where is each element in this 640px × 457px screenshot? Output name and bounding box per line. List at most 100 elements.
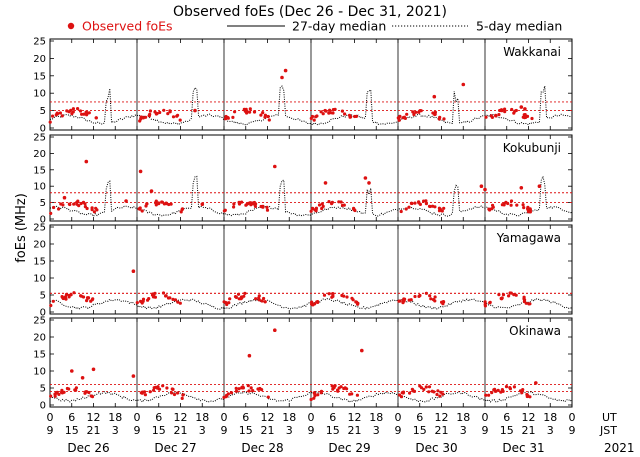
observed-foes-point xyxy=(266,114,270,119)
observed-foes-point xyxy=(240,200,244,204)
observed-foes-point xyxy=(154,199,158,203)
observed-foes-point xyxy=(176,391,180,395)
observed-foes-point xyxy=(83,391,87,395)
observed-foes-point xyxy=(144,204,148,208)
observed-foes-point xyxy=(62,195,67,200)
observed-foes-point xyxy=(178,301,182,305)
observed-foes-point xyxy=(530,116,534,121)
observed-foes-point xyxy=(224,301,228,305)
observed-foes-point xyxy=(138,207,142,211)
station-panels: 0 5 10 15 20 25 Wakkanai 0 5 10 15 20 25 Kokubunji 0 5 1… xyxy=(33,37,573,412)
observed-foes-point xyxy=(501,293,506,297)
observed-foes-point xyxy=(49,394,53,398)
observed-foes-point xyxy=(327,292,331,296)
observed-foes-point xyxy=(166,296,171,300)
x-tick-label-jst: 21 xyxy=(87,424,101,437)
observed-foes-point xyxy=(399,209,403,214)
observed-foes-point xyxy=(51,299,55,303)
observed-foes-point xyxy=(257,294,261,298)
legend-observed-label: Observed foEs xyxy=(82,19,173,34)
observed-foes-point xyxy=(504,385,509,389)
year-label: 2021 xyxy=(604,441,635,455)
observed-foes-point xyxy=(170,387,174,391)
y-tick-label: 20 xyxy=(33,149,46,160)
x-tick-label-jst: 9 xyxy=(134,424,141,437)
observed-foes-point xyxy=(440,209,444,213)
x-tick-label-ut: 0 xyxy=(395,411,402,424)
observed-foes-point xyxy=(176,300,180,304)
observed-foes-point xyxy=(429,297,433,301)
observed-foes-point xyxy=(320,202,324,206)
observed-foes-point xyxy=(503,107,507,111)
observed-foes-point xyxy=(315,300,319,304)
observed-foes-point xyxy=(49,303,53,308)
observed-foes-point xyxy=(222,209,226,213)
observed-points xyxy=(49,269,532,308)
x-tick-label-jst: 21 xyxy=(522,424,536,437)
observed-foes-point xyxy=(176,113,180,117)
observed-foes-point xyxy=(162,108,166,112)
observed-foes-point xyxy=(502,202,506,206)
observed-points xyxy=(48,68,534,124)
observed-foes-point xyxy=(85,206,89,211)
observed-foes-point xyxy=(233,110,237,114)
observed-foes-point xyxy=(263,300,267,304)
observed-foes-point xyxy=(521,115,525,119)
observed-foes-point xyxy=(143,393,147,397)
observed-foes-point xyxy=(309,209,313,213)
observed-foes-point xyxy=(180,396,184,400)
observed-foes-point xyxy=(418,293,422,298)
observed-foes-point xyxy=(522,206,526,210)
x-tick-label-jst: 3 xyxy=(199,424,206,437)
x-tick-label-ut: 6 xyxy=(329,411,336,424)
x-tick-label-ut: 18 xyxy=(195,411,209,424)
observed-foes-point xyxy=(343,386,347,390)
observed-foes-point xyxy=(331,292,335,296)
ut-label: UT xyxy=(602,411,617,424)
x-tick-label-ut: 0 xyxy=(482,411,489,424)
observed-foes-point xyxy=(64,297,68,301)
observed-foes-point xyxy=(165,386,169,390)
observed-foes-point xyxy=(228,297,232,301)
observed-foes-point xyxy=(327,111,331,115)
observed-foes-point xyxy=(404,207,408,211)
observed-foes-point xyxy=(232,205,236,209)
observed-foes-point xyxy=(248,201,252,205)
observed-foes-point xyxy=(237,202,242,206)
y-tick-label: 15 xyxy=(33,350,46,361)
observed-foes-point xyxy=(437,209,442,213)
y-tick-label: 0 xyxy=(40,124,46,135)
observed-foes-point xyxy=(412,112,416,117)
station-label: Kokubunji xyxy=(503,141,561,155)
observed-foes-point xyxy=(167,202,171,207)
observed-foes-point xyxy=(437,117,441,121)
observed-foes-point xyxy=(71,107,75,111)
observed-foes-point xyxy=(525,394,529,399)
observed-foes-point xyxy=(76,107,80,111)
observed-foes-point xyxy=(496,388,500,392)
observed-foes-point xyxy=(80,112,84,116)
observed-points xyxy=(49,159,542,215)
observed-foes-point xyxy=(328,108,332,112)
observed-foes-point xyxy=(431,298,436,302)
observed-foes-point xyxy=(280,75,284,80)
observed-foes-point xyxy=(72,291,76,295)
observed-foes-point xyxy=(55,390,59,394)
observed-foes-point xyxy=(273,164,277,169)
observed-foes-point xyxy=(320,206,324,211)
observed-foes-point xyxy=(519,186,524,190)
observed-foes-point xyxy=(161,384,165,388)
observed-foes-point xyxy=(81,200,86,204)
observed-foes-point xyxy=(494,113,498,117)
x-tick-label-jst: 21 xyxy=(261,424,275,437)
observed-foes-point xyxy=(442,117,446,121)
observed-foes-point xyxy=(422,199,426,203)
x-axis: 0961512211830961512211830961512211830961… xyxy=(47,411,635,455)
day-label: Dec 27 xyxy=(154,441,196,455)
observed-foes-point xyxy=(78,109,83,113)
observed-foes-point xyxy=(339,200,343,204)
x-tick-label-ut: 6 xyxy=(155,411,162,424)
observed-foes-point xyxy=(154,385,158,389)
y-tick-label: 15 xyxy=(33,257,46,268)
observed-foes-point xyxy=(512,293,516,297)
